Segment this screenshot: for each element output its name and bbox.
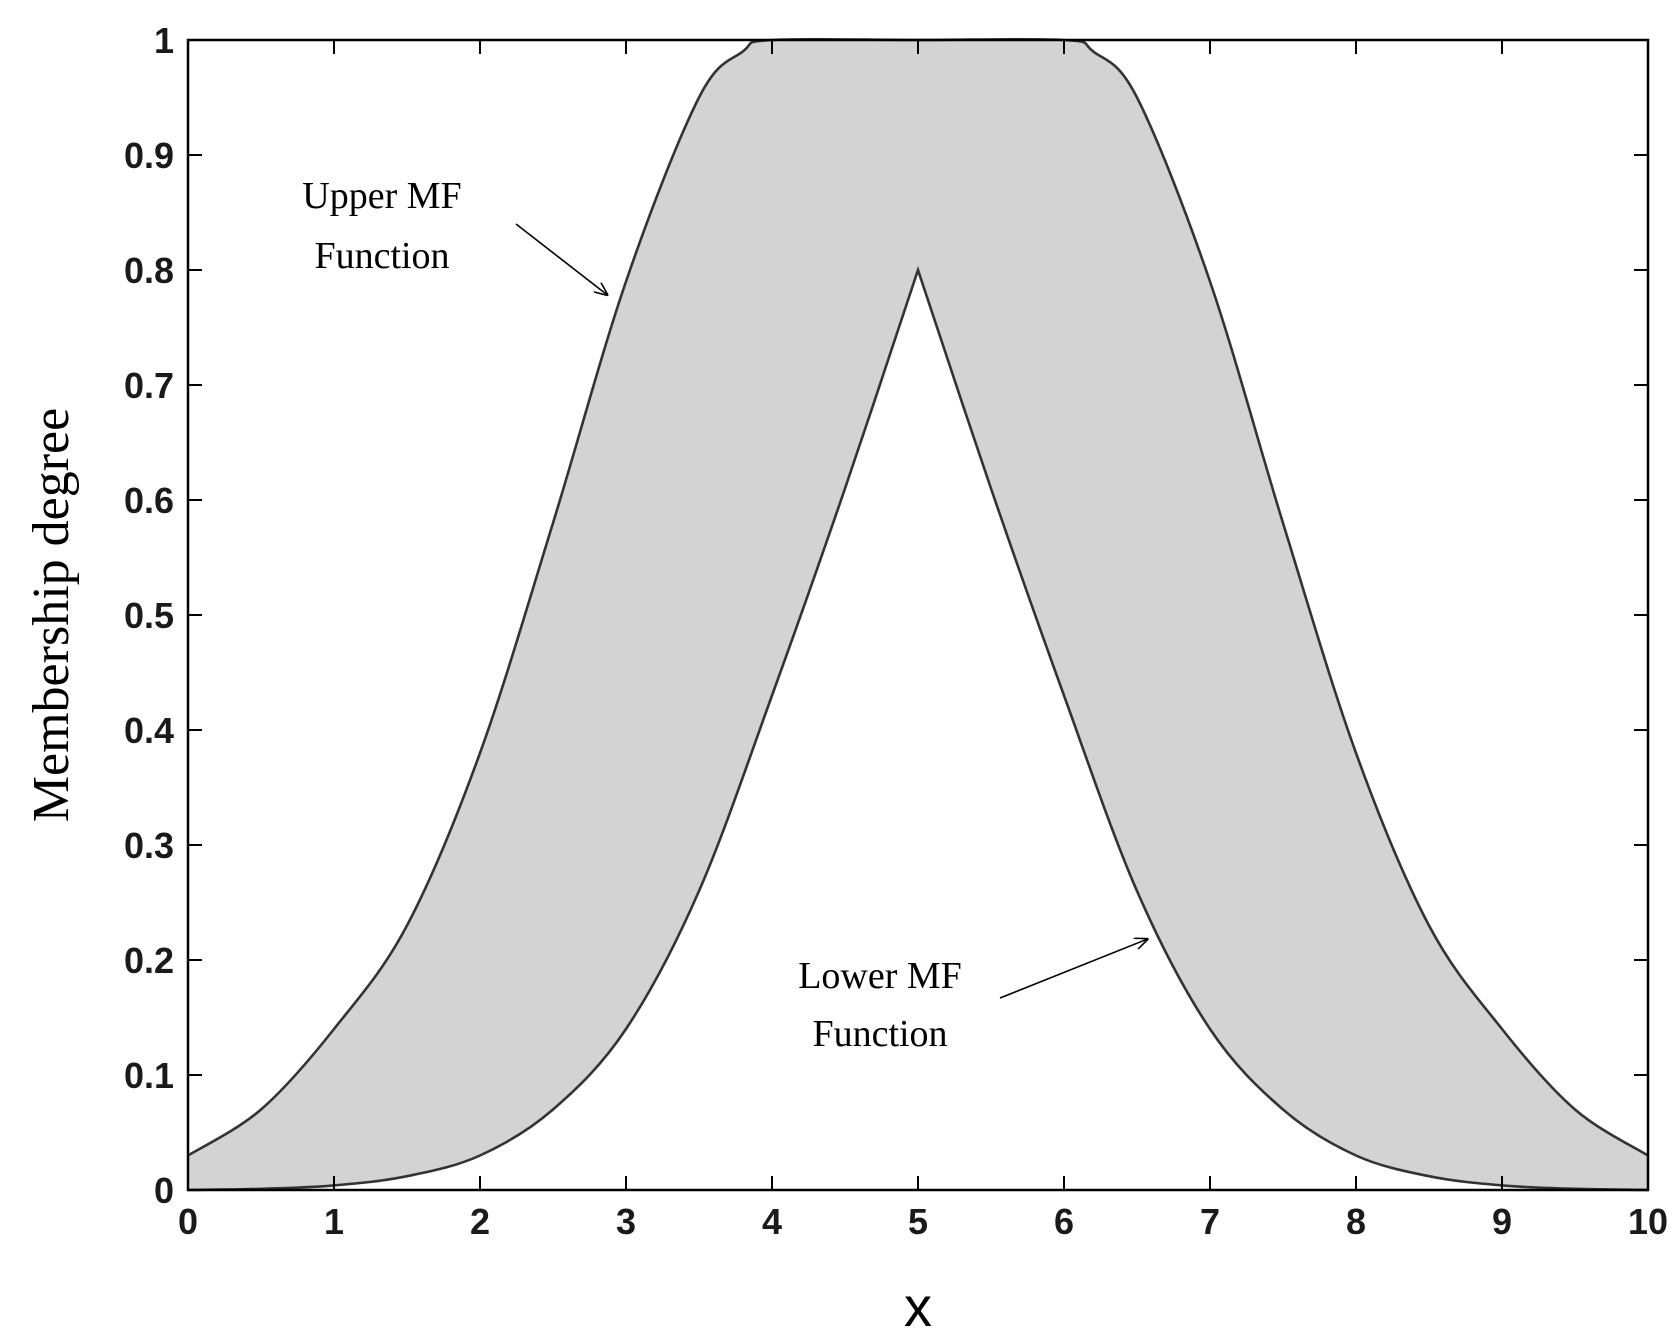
x-tick-label: 10 — [1628, 1201, 1668, 1242]
y-tick-label: 0.4 — [124, 710, 174, 751]
y-tick-label: 0.7 — [124, 365, 174, 406]
lower-mf-line — [187, 265, 1649, 1192]
x-tick-label: 0 — [178, 1201, 198, 1242]
annotation-arrow — [515, 223, 607, 295]
x-tick-label: 2 — [470, 1201, 490, 1242]
annotation-arrow — [999, 939, 1148, 999]
y-tick-label: 0.5 — [124, 595, 174, 636]
annotation-label: Function — [812, 1013, 947, 1055]
annotation-label: Function — [314, 235, 449, 277]
annotation-label: Lower MF — [798, 955, 962, 997]
x-tick-label: 3 — [616, 1201, 636, 1242]
y-tick-label: 0.9 — [124, 135, 174, 176]
annotation-label: Upper MF — [302, 175, 461, 217]
y-tick-label: 0 — [154, 1170, 174, 1211]
x-tick-label: 5 — [908, 1201, 928, 1242]
x-tick-label: 1 — [324, 1201, 344, 1242]
x-tick-label: 7 — [1200, 1201, 1220, 1242]
y-tick-label: 0.6 — [124, 480, 174, 521]
y-tick-label: 1 — [154, 20, 174, 61]
y-axis-title: Membership degree — [23, 408, 80, 822]
y-tick-label: 0.2 — [124, 940, 174, 981]
footprint-of-uncertainty — [188, 39, 1648, 1191]
y-tick-label: 0.3 — [124, 825, 174, 866]
x-tick-label: 4 — [762, 1201, 782, 1242]
x-axis-title: x — [904, 1275, 932, 1338]
y-tick-label: 0.1 — [124, 1055, 174, 1096]
y-tick-label: 0.8 — [124, 250, 174, 291]
x-tick-label: 9 — [1492, 1201, 1512, 1242]
x-tick-label: 6 — [1054, 1201, 1074, 1242]
x-tick-label: 8 — [1346, 1201, 1366, 1242]
